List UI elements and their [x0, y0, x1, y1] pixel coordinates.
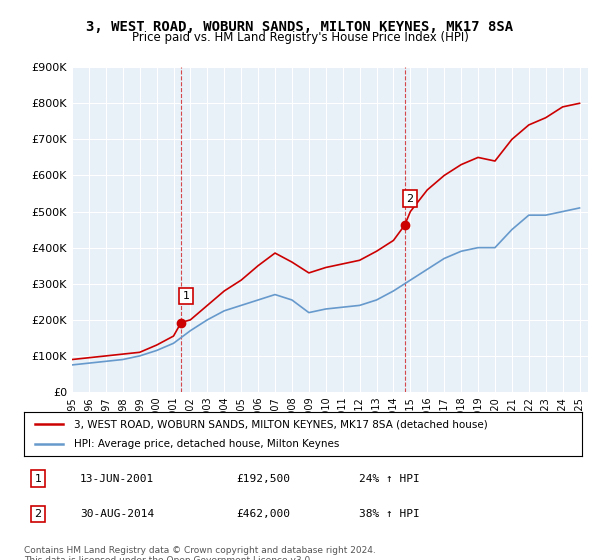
Text: Contains HM Land Registry data © Crown copyright and database right 2024.
This d: Contains HM Land Registry data © Crown c… — [24, 546, 376, 560]
Text: £192,500: £192,500 — [236, 474, 290, 484]
Text: £462,000: £462,000 — [236, 509, 290, 519]
Text: Price paid vs. HM Land Registry's House Price Index (HPI): Price paid vs. HM Land Registry's House … — [131, 31, 469, 44]
Text: 3, WEST ROAD, WOBURN SANDS, MILTON KEYNES, MK17 8SA: 3, WEST ROAD, WOBURN SANDS, MILTON KEYNE… — [86, 20, 514, 34]
Text: 30-AUG-2014: 30-AUG-2014 — [80, 509, 154, 519]
Text: 13-JUN-2001: 13-JUN-2001 — [80, 474, 154, 484]
Text: 1: 1 — [34, 474, 41, 484]
Text: 2: 2 — [34, 509, 41, 519]
Text: 2: 2 — [406, 194, 413, 204]
Text: 24% ↑ HPI: 24% ↑ HPI — [359, 474, 419, 484]
Text: HPI: Average price, detached house, Milton Keynes: HPI: Average price, detached house, Milt… — [74, 439, 340, 449]
Text: 1: 1 — [182, 291, 190, 301]
Text: 38% ↑ HPI: 38% ↑ HPI — [359, 509, 419, 519]
Text: 3, WEST ROAD, WOBURN SANDS, MILTON KEYNES, MK17 8SA (detached house): 3, WEST ROAD, WOBURN SANDS, MILTON KEYNE… — [74, 419, 488, 429]
